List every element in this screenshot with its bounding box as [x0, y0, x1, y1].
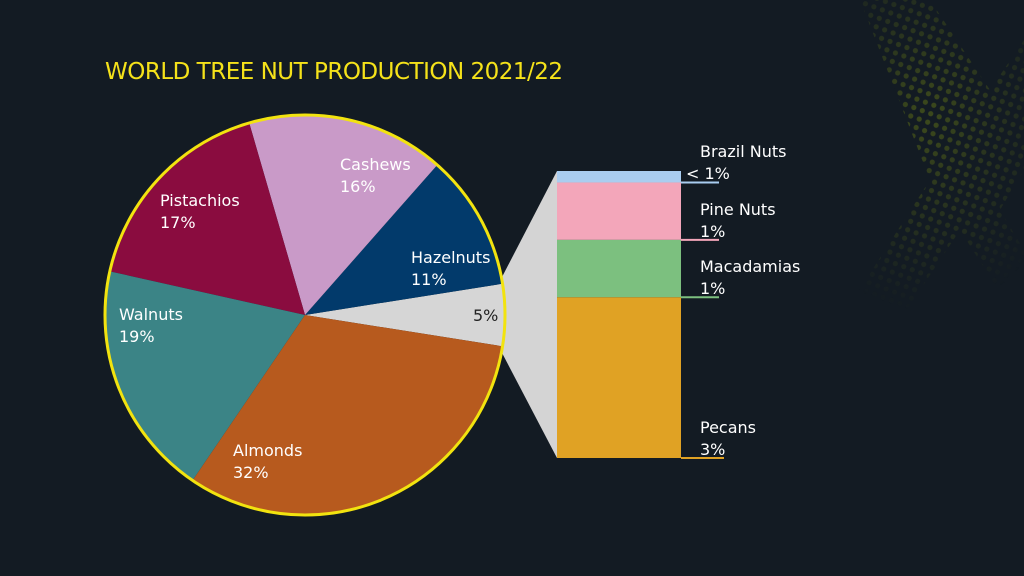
bar-segment-pecans [557, 297, 681, 458]
pie-slice-hazelnuts [305, 164, 503, 315]
breakdown-bar [557, 171, 724, 459]
pie [105, 115, 505, 515]
bar-label-brazil-nuts: Brazil Nuts < 1% [686, 142, 786, 183]
slice-label-walnuts: Walnuts 19% [119, 305, 183, 346]
pie-slice-cashews [249, 115, 438, 316]
bar-label-macadamias: Macadamias 1% [700, 257, 800, 298]
pie-slice-walnuts [105, 271, 306, 481]
pie-border [103, 113, 507, 517]
slice-label-almonds: Almonds 32% [233, 441, 302, 482]
pie-slice-almonds [192, 315, 503, 515]
chart-title: WORLD TREE NUT PRODUCTION 2021/22 [105, 59, 563, 85]
pie-slice-pistachios [109, 122, 305, 316]
pie-to-bar-connector [498, 171, 557, 458]
pie-labels: Cashews 16% Pistachios 17% Hazelnuts 11% Wa… [119, 155, 498, 482]
bar-segment-macadamias [557, 239, 681, 298]
bar-segment-brazil-nuts [557, 171, 681, 183]
slice-label-cashews: Cashews 16% [340, 155, 411, 196]
slice-label-other: 5% [473, 306, 498, 325]
pie-slice-other [305, 283, 505, 347]
bar-label-pecans: Pecans 3% [700, 418, 756, 459]
bar-segment-pine-nuts [557, 182, 681, 240]
slice-label-hazelnuts: Hazelnuts 11% [411, 248, 490, 289]
halftone-x-decoration [840, 0, 1024, 330]
bar-label-pine-nuts: Pine Nuts 1% [700, 200, 776, 241]
bar-labels: Brazil Nuts < 1% Pine Nuts 1% Macadamias 1%… [686, 142, 800, 459]
slice-label-pistachios: Pistachios 17% [160, 191, 240, 232]
